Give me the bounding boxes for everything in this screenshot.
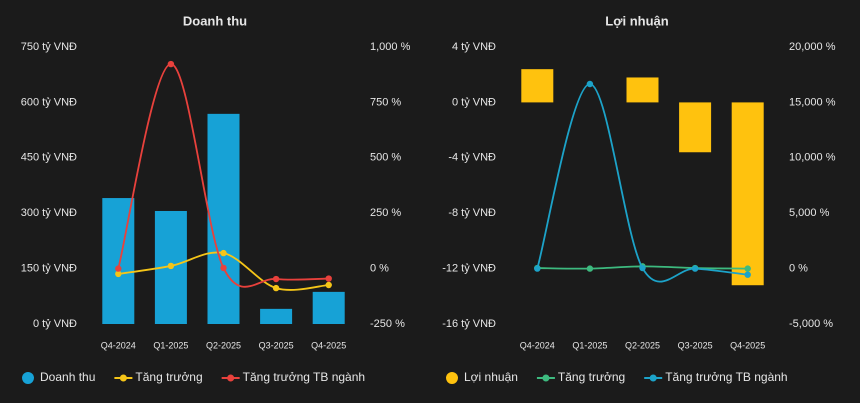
- y-tick-label: 4 tỷ VNĐ: [452, 41, 496, 53]
- y-tick-label: 150 tỷ VNĐ: [21, 263, 77, 275]
- legend-label: Lợi nhuận: [464, 370, 518, 384]
- point: [115, 270, 122, 278]
- y-tick-label: -8 tỷ VNĐ: [448, 207, 496, 219]
- point: [325, 281, 332, 289]
- y2-tick-label: -5,000 %: [789, 318, 833, 330]
- point: [744, 265, 751, 272]
- x-tick-label: Q3-2025: [678, 340, 713, 350]
- legend-marker: [119, 374, 127, 382]
- x-tick-label: Q2-2025: [206, 340, 241, 350]
- point: [220, 264, 227, 272]
- legend-label: Doanh thu: [40, 370, 95, 384]
- point: [744, 271, 751, 278]
- bar: [521, 69, 554, 103]
- line: [536, 83, 748, 283]
- point: [325, 275, 332, 282]
- legend-label: Tăng trưởng: [135, 370, 202, 384]
- bar: [731, 102, 764, 286]
- bar: [260, 308, 293, 324]
- legend-label: Tăng trưởng: [558, 370, 625, 384]
- x-tick-label: Q4-2024: [101, 340, 136, 350]
- y-tick-label: 300 tỷ VNĐ: [21, 207, 77, 219]
- y-tick-label: -12 tỷ VNĐ: [442, 263, 496, 275]
- x-tick-label: Q4-2024: [520, 340, 555, 350]
- y2-tick-label: 750 %: [370, 96, 401, 108]
- point: [272, 284, 280, 292]
- point: [586, 265, 594, 272]
- point: [115, 265, 122, 272]
- point: [220, 249, 227, 257]
- y-tick-label: 0 tỷ VNĐ: [452, 96, 496, 108]
- y2-tick-label: 500 %: [370, 152, 401, 164]
- point: [167, 262, 175, 270]
- x-tick-label: Q3-2025: [259, 340, 294, 350]
- bar: [207, 113, 240, 324]
- legend-marker: [227, 374, 235, 382]
- point: [586, 80, 594, 88]
- y2-tick-label: 15,000 %: [789, 96, 836, 108]
- y2-tick-label: 250 %: [370, 207, 401, 219]
- point: [639, 264, 646, 272]
- y-tick-label: 600 tỷ VNĐ: [21, 96, 77, 108]
- x-tick-label: Q2-2025: [625, 340, 660, 350]
- chart-title: Lợi nhuận: [605, 13, 668, 28]
- y2-tick-label: 10,000 %: [789, 152, 836, 164]
- legend-marker: [649, 374, 657, 382]
- point: [272, 275, 280, 283]
- legend-marker: [22, 372, 34, 384]
- y2-tick-label: 0 %: [789, 263, 808, 275]
- y2-tick-label: -250 %: [370, 318, 405, 330]
- chart-title: Doanh thu: [183, 13, 247, 28]
- y2-tick-label: 20,000 %: [789, 41, 836, 53]
- y-tick-label: -16 tỷ VNĐ: [442, 318, 496, 330]
- legend-label: Tăng trưởng TB ngành: [243, 370, 365, 384]
- y-tick-label: 750 tỷ VNĐ: [21, 41, 77, 53]
- y2-tick-label: 1,000 %: [370, 41, 411, 53]
- x-tick-label: Q4-2025: [730, 340, 765, 350]
- x-tick-label: Q4-2025: [311, 340, 346, 350]
- legend-label: Tăng trưởng TB ngành: [665, 370, 787, 384]
- bar: [312, 291, 345, 324]
- point: [691, 265, 699, 272]
- x-tick-label: Q1-2025: [572, 340, 607, 350]
- y-tick-label: 450 tỷ VNĐ: [21, 152, 77, 164]
- point: [534, 265, 541, 272]
- y-tick-label: 0 tỷ VNĐ: [33, 318, 77, 330]
- legend-marker: [446, 372, 458, 384]
- y2-tick-label: 0 %: [370, 263, 389, 275]
- point: [167, 60, 175, 68]
- y2-tick-label: 5,000 %: [789, 207, 830, 219]
- bar: [679, 102, 712, 153]
- legend-marker: [542, 374, 550, 382]
- y-tick-label: -4 tỷ VNĐ: [448, 152, 496, 164]
- x-tick-label: Q1-2025: [153, 340, 188, 350]
- bar: [626, 77, 659, 103]
